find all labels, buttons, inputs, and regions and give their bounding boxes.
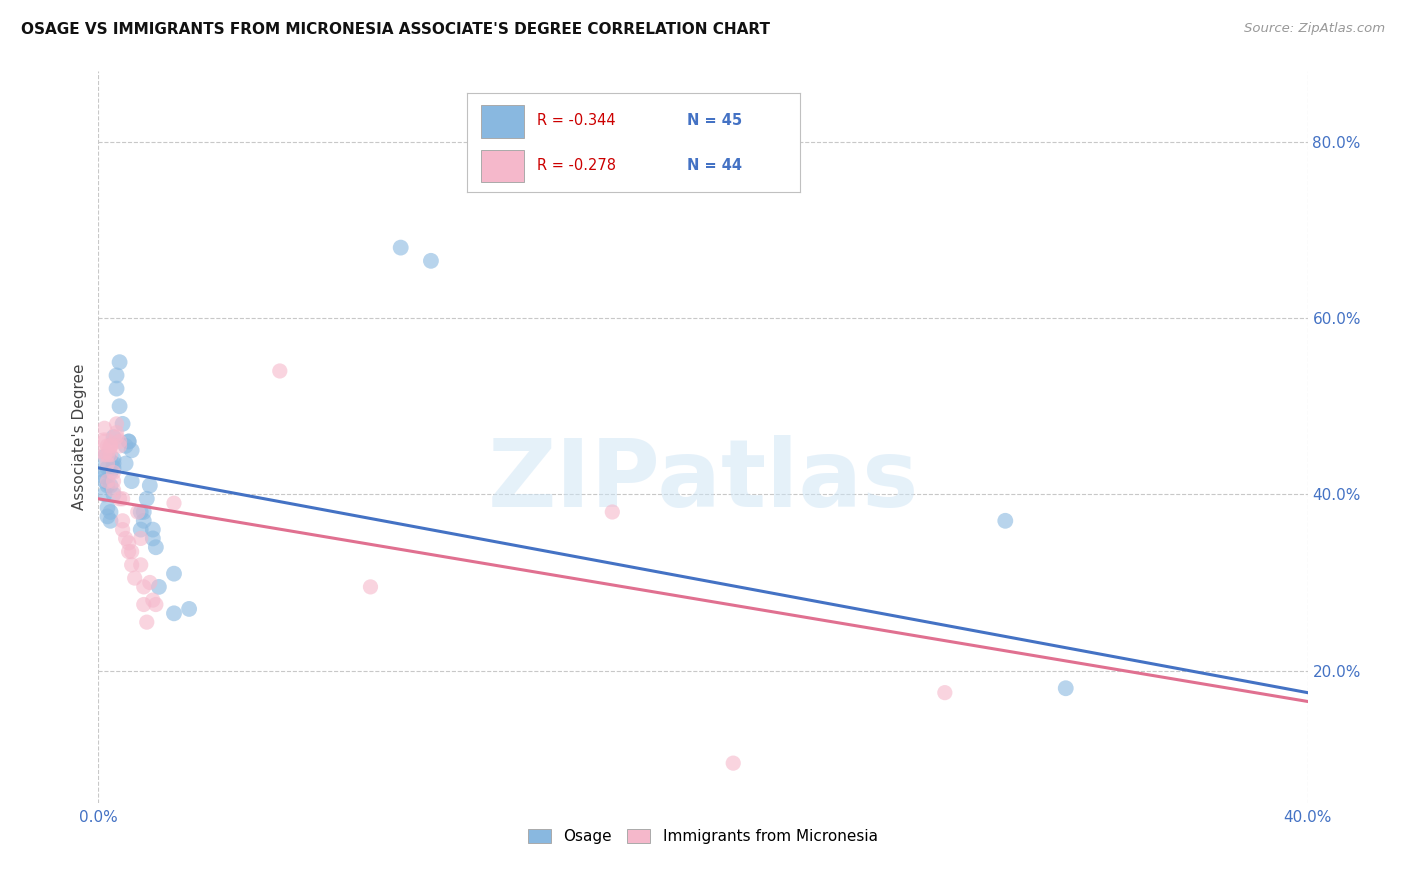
Point	[108, 434, 131, 449]
Point	[135, 615, 157, 629]
Point	[96, 500, 118, 515]
Point	[100, 439, 122, 453]
Point	[111, 491, 134, 506]
Point	[108, 491, 131, 506]
Point	[118, 544, 141, 558]
Point	[105, 425, 128, 440]
Point	[127, 505, 149, 519]
Point	[96, 474, 118, 488]
Point	[108, 439, 131, 453]
Point	[96, 478, 118, 492]
Point	[145, 598, 167, 612]
Point	[93, 448, 115, 462]
Point	[124, 571, 146, 585]
Point	[105, 382, 128, 396]
Point	[129, 558, 152, 572]
Point	[420, 253, 443, 268]
Legend: Osage, Immigrants from Micronesia: Osage, Immigrants from Micronesia	[522, 822, 884, 850]
Point	[96, 448, 118, 462]
Point	[114, 532, 136, 546]
Point	[93, 469, 115, 483]
Point	[129, 505, 152, 519]
Point	[142, 532, 165, 546]
Point	[994, 514, 1017, 528]
Point	[602, 505, 624, 519]
Point	[103, 466, 125, 480]
Point	[132, 598, 155, 612]
Point	[1054, 681, 1077, 696]
Point	[121, 474, 143, 488]
Y-axis label: Associate's Degree: Associate's Degree	[72, 364, 87, 510]
Point	[139, 478, 162, 492]
Point	[93, 439, 115, 453]
Point	[163, 607, 186, 621]
Point	[934, 686, 956, 700]
Point	[118, 536, 141, 550]
Text: OSAGE VS IMMIGRANTS FROM MICRONESIA ASSOCIATE'S DEGREE CORRELATION CHART: OSAGE VS IMMIGRANTS FROM MICRONESIA ASSO…	[21, 22, 770, 37]
Point	[103, 457, 125, 471]
Point	[100, 439, 122, 453]
Point	[93, 421, 115, 435]
Point	[118, 434, 141, 449]
Point	[114, 439, 136, 453]
Point	[389, 241, 412, 255]
Point	[142, 593, 165, 607]
Point	[111, 523, 134, 537]
Point	[269, 364, 291, 378]
Point	[103, 452, 125, 467]
Point	[96, 457, 118, 471]
Point	[108, 399, 131, 413]
Point	[118, 434, 141, 449]
Text: Source: ZipAtlas.com: Source: ZipAtlas.com	[1244, 22, 1385, 36]
Point	[111, 417, 134, 431]
Point	[103, 487, 125, 501]
Point	[360, 580, 382, 594]
Point	[114, 457, 136, 471]
Point	[108, 355, 131, 369]
Point	[96, 439, 118, 453]
Point	[93, 434, 115, 449]
Point	[179, 602, 201, 616]
Point	[163, 496, 186, 510]
Point	[93, 457, 115, 471]
Point	[148, 580, 170, 594]
Point	[100, 514, 122, 528]
Point	[121, 443, 143, 458]
Point	[129, 523, 152, 537]
Point	[100, 448, 122, 462]
Point	[105, 417, 128, 431]
Point	[96, 509, 118, 524]
Point	[100, 466, 122, 480]
Point	[100, 505, 122, 519]
Point	[163, 566, 186, 581]
Point	[723, 756, 745, 771]
Point	[103, 483, 125, 497]
Point	[132, 580, 155, 594]
Point	[132, 514, 155, 528]
Point	[129, 532, 152, 546]
Point	[105, 368, 128, 383]
Text: ZIPatlas: ZIPatlas	[488, 435, 918, 527]
Point	[96, 461, 118, 475]
Point	[105, 430, 128, 444]
Point	[100, 478, 122, 492]
Point	[93, 474, 115, 488]
Point	[93, 487, 115, 501]
Point	[145, 540, 167, 554]
Point	[132, 505, 155, 519]
Point	[103, 430, 125, 444]
Point	[139, 575, 162, 590]
Point	[111, 514, 134, 528]
Point	[103, 474, 125, 488]
Point	[121, 544, 143, 558]
Point	[121, 558, 143, 572]
Point	[135, 491, 157, 506]
Point	[103, 461, 125, 475]
Point	[142, 523, 165, 537]
